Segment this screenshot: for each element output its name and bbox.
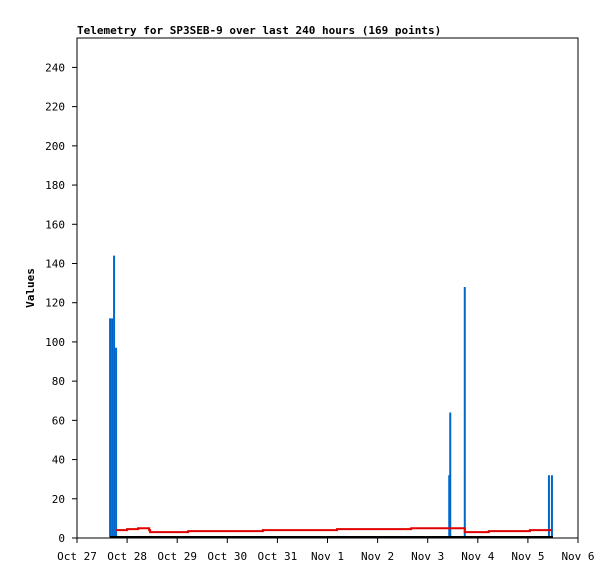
series-line [116, 527, 552, 534]
x-tick-label: Oct 27 [57, 550, 97, 563]
y-tick-label: 160 [45, 218, 65, 231]
x-tick-label: Nov 2 [361, 550, 394, 563]
x-tick-label: Nov 1 [311, 550, 344, 563]
y-tick-label: 80 [52, 375, 65, 388]
y-tick-label: 20 [52, 493, 65, 506]
y-tick-label: 180 [45, 179, 65, 192]
y-tick-label: 220 [45, 101, 65, 114]
y-tick-label: 40 [52, 454, 65, 467]
x-tick-label: Nov 5 [511, 550, 544, 563]
y-tick-label: 0 [58, 532, 65, 545]
y-tick-label: 100 [45, 336, 65, 349]
x-tick-label: Nov 3 [411, 550, 444, 563]
x-tick-label: Oct 30 [207, 550, 247, 563]
y-tick-label: 60 [52, 414, 65, 427]
x-tick-label: Oct 31 [258, 550, 298, 563]
y-tick-label: 120 [45, 297, 65, 310]
y-tick-label: 140 [45, 257, 65, 270]
x-tick-label: Nov 4 [461, 550, 494, 563]
y-axis-label: Values [24, 268, 37, 308]
x-tick-label: Oct 29 [157, 550, 197, 563]
chart-title: Telemetry for SP3SEB-9 over last 240 hou… [77, 24, 441, 37]
x-tick-label: Nov 6 [561, 550, 594, 563]
x-tick-label: Oct 28 [107, 550, 147, 563]
y-tick-label: 200 [45, 140, 65, 153]
y-tick-label: 240 [45, 61, 65, 74]
